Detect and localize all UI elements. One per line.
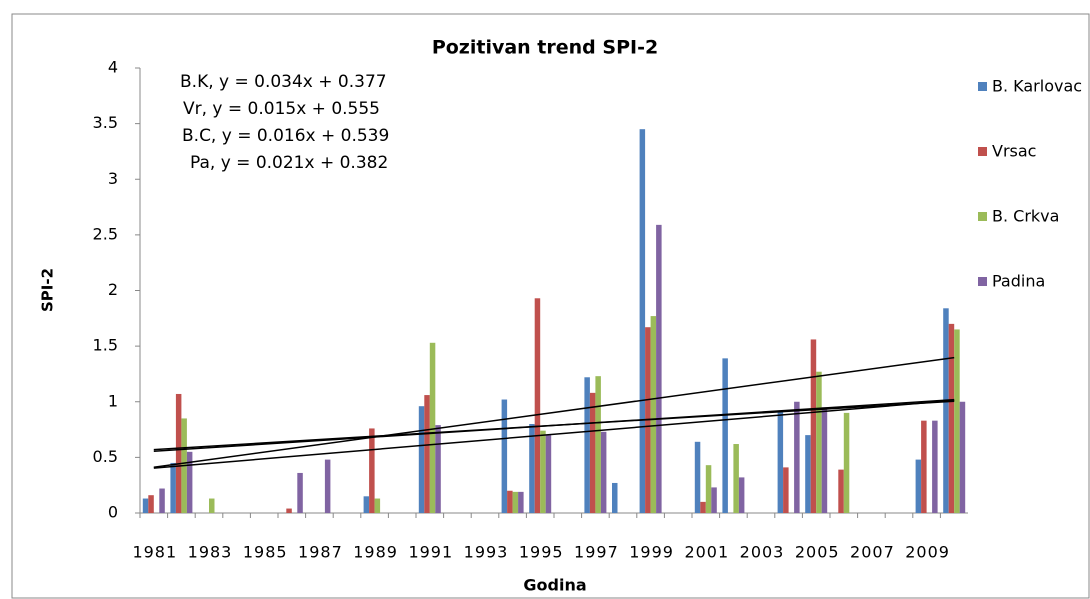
legend-label: B. Crkva: [992, 207, 1059, 226]
x-tick-label: 1985: [243, 543, 288, 562]
bar: [148, 495, 154, 513]
bar: [711, 487, 717, 513]
trendline: [153, 399, 955, 469]
bar: [915, 459, 922, 513]
y-tick-label: 0.5: [93, 447, 118, 466]
bar: [805, 435, 811, 513]
trendline: [153, 356, 955, 469]
bar: [705, 465, 712, 513]
x-axis-title: Godina: [523, 576, 586, 595]
bar: [429, 342, 436, 513]
bar: [783, 467, 789, 513]
trend-equation: B.K, y = 0.034x + 0.377: [180, 72, 387, 92]
chart-title: Pozitivan trend SPI-2: [432, 37, 658, 59]
legend-label: Vrsac: [992, 142, 1036, 161]
x-tick-label: 2001: [684, 543, 729, 562]
legend-swatch: [978, 277, 987, 286]
bar: [733, 444, 739, 513]
y-tick-label: 2: [108, 280, 118, 299]
bar: [175, 393, 182, 513]
bar: [838, 469, 844, 513]
trendline: [153, 398, 955, 453]
bar: [418, 406, 425, 513]
legend-swatch: [978, 147, 987, 156]
y-tick-label: 3: [108, 169, 118, 188]
bar: [507, 490, 513, 513]
bar: [738, 477, 745, 513]
bar: [501, 399, 508, 513]
x-tick-label: 2009: [905, 543, 950, 562]
bar: [612, 482, 618, 513]
legend-label: Padina: [992, 272, 1045, 291]
x-tick-label: 1983: [188, 543, 233, 562]
x-tick-label: 1995: [519, 543, 564, 562]
y-tick-label: 0: [108, 503, 118, 522]
bar: [595, 376, 601, 513]
bar: [170, 462, 176, 513]
bar: [948, 323, 955, 513]
bar: [529, 424, 535, 513]
x-tick-label: 1997: [574, 543, 619, 562]
bar: [943, 308, 949, 513]
bar: [540, 430, 546, 513]
bar: [650, 316, 657, 513]
bar: [534, 298, 541, 513]
x-tick-label: 1981: [132, 543, 177, 562]
bar: [794, 401, 800, 513]
bar: [777, 410, 784, 513]
y-tick-label: 4: [108, 58, 118, 77]
bar: [584, 377, 590, 513]
trend-equation: Pa, y = 0.021x + 0.382: [190, 153, 388, 173]
bar: [816, 371, 822, 513]
legend-label: B. Karlovac: [992, 77, 1082, 96]
bar: [843, 412, 850, 513]
bar: [369, 428, 375, 513]
bar: [932, 420, 938, 513]
bar: [424, 395, 430, 513]
y-tick-label: 2.5: [93, 224, 118, 243]
bar: [518, 491, 524, 513]
bar: [959, 401, 966, 513]
y-axis-title: SPI-2: [39, 268, 57, 312]
bar: [810, 339, 817, 513]
bar: [142, 498, 149, 513]
bar: [159, 488, 165, 513]
bar: [921, 420, 927, 513]
y-tick-label: 3.5: [93, 113, 118, 132]
x-tick-label: 1993: [464, 543, 509, 562]
bar: [700, 501, 706, 513]
bar: [694, 441, 701, 513]
bar: [512, 491, 519, 513]
x-tick-label: 1991: [408, 543, 453, 562]
x-tick-label: 1989: [353, 543, 398, 562]
bar: [297, 472, 303, 513]
y-tick-label: 1.5: [93, 336, 118, 355]
bar: [954, 329, 960, 513]
trend-equation: B.C, y = 0.016x + 0.539: [182, 126, 389, 146]
x-tick-label: 2003: [740, 543, 785, 562]
bar: [821, 407, 828, 513]
bar: [374, 498, 381, 513]
bar: [722, 358, 728, 513]
bar: [186, 451, 193, 513]
legend-swatch: [978, 82, 987, 91]
x-tick-label: 1999: [629, 543, 674, 562]
x-tick-label: 2007: [850, 543, 895, 562]
bar: [286, 508, 292, 513]
legend-swatch: [978, 212, 987, 221]
bar: [639, 129, 646, 513]
x-tick-label: 2005: [795, 543, 840, 562]
bar: [209, 498, 215, 513]
bar: [589, 392, 596, 513]
y-tick-label: 1: [108, 391, 118, 410]
bar: [324, 459, 331, 513]
bar: [656, 224, 662, 514]
trend-equation: Vr, y = 0.015x + 0.555: [183, 99, 380, 119]
bar: [363, 496, 370, 513]
bar: [545, 435, 552, 513]
x-tick-label: 1987: [298, 543, 343, 562]
bar: [600, 431, 607, 513]
bar: [435, 425, 441, 513]
